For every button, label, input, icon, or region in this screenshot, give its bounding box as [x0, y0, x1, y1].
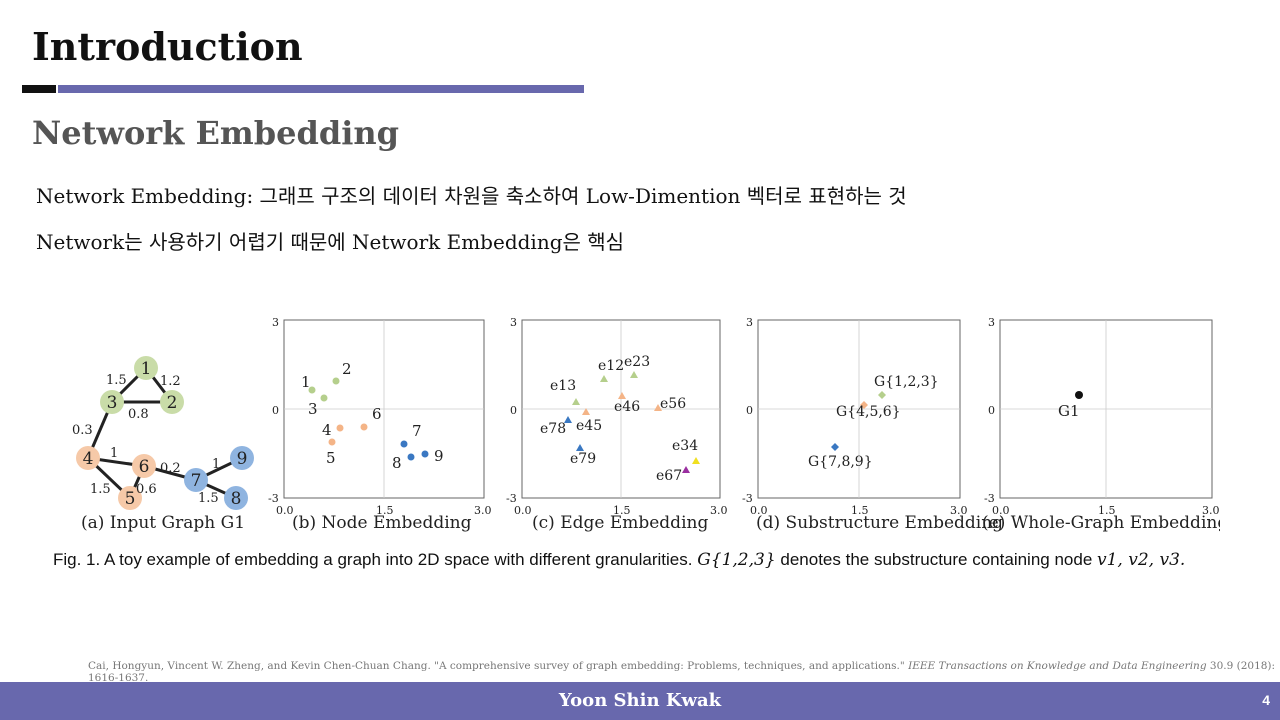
svg-text:e46: e46 — [614, 399, 640, 415]
graph-node-1: 1 — [141, 359, 152, 379]
svg-text:0: 0 — [988, 404, 995, 417]
svg-text:e45: e45 — [576, 418, 602, 434]
graph-node-5: 5 — [125, 489, 136, 509]
svg-text:e34: e34 — [672, 438, 698, 454]
svg-text:e56: e56 — [660, 396, 686, 412]
svg-text:-3: -3 — [742, 492, 753, 505]
edge-weight: 0.2 — [160, 461, 181, 476]
svg-text:e67: e67 — [656, 468, 682, 484]
svg-text:3: 3 — [272, 316, 279, 329]
edge-weight: 1.5 — [198, 491, 219, 506]
svg-text:0: 0 — [510, 404, 517, 417]
svg-text:2: 2 — [342, 360, 352, 378]
title-underline-black — [22, 85, 56, 93]
body-line-2: Network는 사용하기 어렵기 때문에 Network Embedding은… — [36, 230, 625, 254]
svg-text:0: 0 — [272, 404, 279, 417]
svg-text:G{4,5,6}: G{4,5,6} — [836, 404, 901, 420]
svg-text:-3: -3 — [984, 492, 995, 505]
edge-weight: 1.5 — [106, 373, 127, 388]
edge-weight: 1.5 — [90, 482, 111, 497]
graph-node-4: 4 — [83, 449, 94, 469]
slide-title: Introduction — [32, 24, 303, 69]
panel-b-node-embedding: 3 0 -3 0.0 1.5 3.0 1 2 3 4 5 6 7 8 — [268, 316, 492, 533]
svg-text:1.5: 1.5 — [1098, 504, 1116, 517]
svg-text:6: 6 — [372, 405, 382, 423]
graph-node-9: 9 — [237, 449, 248, 469]
svg-text:0.0: 0.0 — [514, 504, 532, 517]
svg-text:G{7,8,9}: G{7,8,9} — [808, 454, 873, 470]
citation: Cai, Hongyun, Vincent W. Zheng, and Kevi… — [88, 660, 1276, 684]
svg-text:e12: e12 — [598, 358, 624, 374]
svg-text:7: 7 — [412, 422, 422, 440]
graph-node-6: 6 — [139, 457, 150, 477]
graph-node-2: 2 — [167, 393, 178, 413]
svg-text:1.5: 1.5 — [376, 504, 394, 517]
panel-e-whole-graph-embedding: 3 0 -3 0.0 1.5 3.0 G1 (e) Whole-Graph Em… — [982, 316, 1220, 533]
graph-node-7: 7 — [191, 471, 202, 491]
graph-node-8: 8 — [231, 489, 242, 509]
svg-text:e23: e23 — [624, 354, 650, 370]
svg-text:e13: e13 — [550, 378, 576, 394]
edge-weight: 1.2 — [160, 374, 181, 389]
svg-text:0.0: 0.0 — [992, 504, 1010, 517]
svg-text:3: 3 — [988, 316, 995, 329]
figure-caption: Fig. 1. A toy example of embedding a gra… — [53, 550, 1186, 570]
page-number: 4 — [1262, 692, 1270, 708]
edge-weight: 0.6 — [136, 482, 157, 497]
svg-text:e79: e79 — [570, 451, 596, 467]
svg-text:9: 9 — [434, 447, 444, 465]
panel-b-label: (b) Node Embedding — [292, 513, 472, 533]
svg-text:3.0: 3.0 — [710, 504, 728, 517]
svg-text:0.0: 0.0 — [750, 504, 768, 517]
svg-text:1.5: 1.5 — [851, 504, 869, 517]
edge-weight: 0.8 — [128, 407, 149, 422]
svg-text:G1: G1 — [1058, 402, 1080, 420]
svg-text:5: 5 — [326, 449, 336, 467]
embedding-figure: 1 2 3 4 5 6 7 8 9 1.5 1.2 0.8 0.3 1 1.5 … — [72, 316, 1220, 533]
panel-d-substructure-embedding: 3 0 -3 0.0 1.5 3.0 G{1,2,3} G{4,5,6} G{7… — [742, 316, 1003, 533]
panel-d-label: (d) Substructure Embedding — [756, 513, 1003, 533]
panel-c-label: (c) Edge Embedding — [532, 513, 708, 533]
svg-text:3: 3 — [510, 316, 517, 329]
svg-text:3: 3 — [746, 316, 753, 329]
svg-text:1.5: 1.5 — [613, 504, 631, 517]
footer-bar: Yoon Shin Kwak 4 — [0, 682, 1280, 720]
svg-text:3: 3 — [308, 400, 318, 418]
svg-text:3.0: 3.0 — [474, 504, 492, 517]
presenter-name: Yoon Shin Kwak — [558, 690, 722, 711]
svg-text:8: 8 — [392, 454, 402, 472]
svg-text:0: 0 — [746, 404, 753, 417]
svg-text:4: 4 — [322, 421, 332, 439]
panel-a-input-graph: 1 2 3 4 5 6 7 8 9 1.5 1.2 0.8 0.3 1 1.5 … — [72, 356, 254, 533]
graph-node-3: 3 — [107, 393, 118, 413]
panel-a-label: (a) Input Graph G1 — [81, 513, 245, 533]
panel-e-label: (e) Whole-Graph Embedding — [982, 513, 1220, 533]
edge-weight: 0.3 — [72, 423, 93, 438]
svg-text:G{1,2,3}: G{1,2,3} — [874, 374, 939, 390]
title-underline-purple — [58, 85, 584, 93]
slide-subtitle: Network Embedding — [32, 114, 399, 152]
svg-text:-3: -3 — [506, 492, 517, 505]
svg-text:e78: e78 — [540, 421, 566, 437]
body-line-1: Network Embedding: 그래프 구조의 데이터 차원을 축소하여 … — [36, 184, 907, 208]
svg-text:1: 1 — [301, 373, 311, 391]
svg-text:0.0: 0.0 — [276, 504, 294, 517]
panel-c-edge-embedding: 3 0 -3 0.0 1.5 3.0 e12 e13 e23 e45 e46 e… — [506, 316, 728, 533]
edge-weight: 1 — [212, 457, 220, 472]
svg-text:3.0: 3.0 — [1202, 504, 1220, 517]
svg-text:-3: -3 — [268, 492, 279, 505]
edge-weight: 1 — [110, 446, 118, 461]
svg-text:3.0: 3.0 — [950, 504, 968, 517]
